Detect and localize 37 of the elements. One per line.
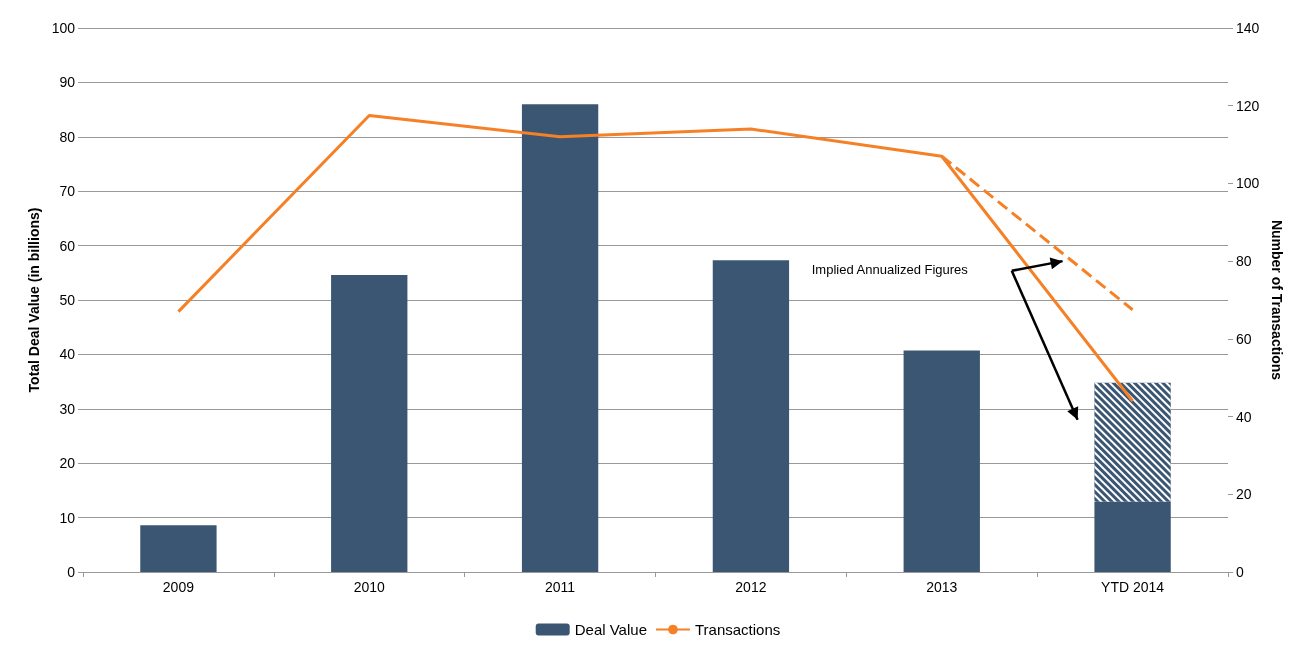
y2-tick-label: 20 (1236, 486, 1252, 503)
x-tick-label: 2013 (926, 579, 958, 595)
y-tick-label: 20 (59, 455, 76, 472)
x-tick-label: 2011 (545, 579, 576, 595)
x-tick-label: 2009 (162, 579, 195, 595)
y2-tick-label: 140 (1236, 20, 1260, 36)
y-tick-label: 90 (59, 74, 76, 91)
y2-tick-label: 60 (1236, 330, 1252, 347)
x-tick-label: 2012 (735, 579, 767, 595)
y-tick-label: 40 (59, 346, 76, 363)
bar (712, 260, 790, 572)
y-axis-title: Total Deal Value (in billions) (25, 207, 42, 393)
x-tick-label: 2010 (353, 579, 386, 595)
y-tick-label: 100 (51, 20, 76, 36)
y-tick-label: 70 (59, 183, 76, 200)
y-tick-label: 10 (59, 509, 76, 526)
bar (521, 104, 599, 572)
y-tick-label: 60 (59, 237, 76, 254)
annotation: Implied Annualized Figures (811, 261, 969, 277)
bar (1094, 501, 1171, 572)
bar (903, 350, 980, 572)
y2-axis-title: Number of Transactions (1269, 219, 1286, 381)
y2-tick-label: 40 (1236, 408, 1252, 425)
legend-label: Deal Value (574, 621, 647, 638)
bar (140, 525, 217, 572)
legend-label: Transactions (694, 621, 781, 638)
y-tick-label: 0 (67, 564, 76, 580)
line-series (176, 113, 1135, 403)
y2-tick-label: 100 (1236, 175, 1260, 192)
y-tick-label: 50 (59, 292, 76, 308)
y-tick-label: 80 (59, 128, 76, 145)
y2-tick-label: 0 (1236, 564, 1244, 580)
x-tick-label: YTD 2014 (1101, 579, 1165, 595)
y-tick-label: 30 (59, 400, 76, 417)
y2-tick-label: 120 (1236, 97, 1260, 114)
y2-tick-label: 80 (1236, 253, 1252, 270)
bar (331, 274, 408, 572)
